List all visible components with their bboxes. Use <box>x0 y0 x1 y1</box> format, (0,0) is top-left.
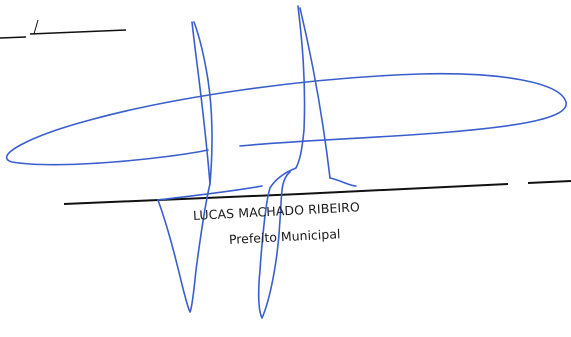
signature-line <box>63 180 571 205</box>
top-left-blank-line <box>0 19 127 39</box>
